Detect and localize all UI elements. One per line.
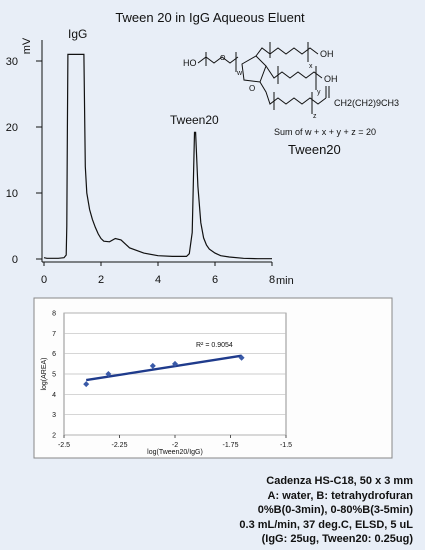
calibration-x-tick-label: -2.5 — [58, 442, 70, 449]
chromatogram-trace — [43, 53, 272, 260]
condition-sample: (IgG: 25ug, Tween20: 0.25ug) — [261, 533, 413, 545]
calibration-y-tick-label: 3 — [52, 412, 56, 419]
structure-sum-label: Sum of w + x + y + z = 20 — [274, 127, 376, 137]
method-conditions: Cadenza HS-C18, 50 x 3 mm A: water, B: t… — [239, 474, 413, 547]
tween20-structure: HO O w O x OH y OH z — [183, 42, 399, 157]
calibration-x-tick-label: -2 — [172, 442, 178, 449]
structure-ring-o: O — [249, 84, 255, 93]
calibration-point — [105, 371, 112, 377]
calibration-trendline — [86, 354, 242, 382]
calibration-x-tick-label: -1.75 — [223, 442, 239, 449]
calibration-point — [149, 362, 156, 369]
structure-name-label: Tween20 — [288, 142, 341, 157]
condition-column: Cadenza HS-C18, 50 x 3 mm — [266, 475, 413, 487]
calibration-x-tick-label: -2.25 — [112, 442, 128, 449]
peak-label-igg: IgG — [68, 27, 87, 41]
chromatogram-chart: mV min 0 2 4 6 8 0 10 20 30 IgG Tween20 — [6, 27, 294, 287]
chrom-y-unit: mV — [21, 37, 33, 54]
calibration-y-tick-label: 6 — [52, 351, 56, 358]
structure-z-label: z — [313, 113, 317, 120]
chrom-x-tick-label: 8 — [269, 274, 275, 286]
structure-ho-label: HO — [183, 58, 197, 68]
calibration-y-tick-label: 7 — [52, 331, 56, 338]
structure-lower-chain — [259, 81, 327, 105]
peak-label-tween20: Tween20 — [170, 113, 219, 127]
chrom-y-tick-label: 20 — [6, 122, 18, 134]
chrom-x-unit: min — [276, 275, 294, 287]
chrom-x-tick-label: 0 — [41, 274, 47, 286]
structure-x-label: x — [309, 63, 313, 70]
structure-oh-label-1: OH — [320, 49, 334, 59]
calibration-y-tick-label: 8 — [52, 311, 56, 318]
chrom-x-tick-label: 4 — [155, 274, 161, 286]
structure-middle-chain — [265, 65, 323, 79]
calibration-r2-label: R² = 0.9054 — [196, 342, 233, 349]
calibration-x-tick-label: -1.5 — [280, 442, 292, 449]
condition-gradient: 0%B(0-3min), 0-80%B(3-5min) — [257, 504, 413, 516]
chrom-y-tick-label: 0 — [12, 254, 18, 266]
structure-oh-label-2: OH — [324, 74, 338, 84]
calibration-y-tick-label: 4 — [52, 392, 56, 399]
calibration-y-tick-label: 2 — [52, 433, 56, 440]
chrom-x-tick-label: 2 — [98, 274, 104, 286]
calibration-point — [83, 381, 90, 388]
condition-flow: 0.3 mL/min, 37 deg.C, ELSD, 5 uL — [239, 518, 413, 531]
calibration-point — [172, 360, 178, 367]
structure-w-label: w — [236, 70, 243, 77]
structure-o-atom: O — [220, 55, 226, 62]
calibration-x-label: log(Tween20/IgG) — [147, 449, 203, 456]
structure-chain-label: CH2(CH2)9CH3 — [334, 98, 399, 108]
structure-upper-chain — [255, 47, 319, 57]
chrom-y-tick-label: 30 — [6, 56, 18, 68]
chromatogram-title: Tween 20 in IgG Aqueous Eluent — [115, 10, 305, 25]
structure-y-label: y — [317, 89, 321, 96]
chrom-y-tick-label: 10 — [6, 188, 18, 200]
chrom-x-tick-label: 6 — [212, 274, 218, 286]
condition-mobile-phase: A: water, B: tetrahydrofuran — [267, 489, 413, 502]
calibration-point — [238, 354, 245, 361]
structure-left-chain — [197, 56, 239, 64]
structure-ring — [241, 55, 267, 83]
calibration-y-label: log(AREA) — [41, 357, 48, 390]
calibration-y-tick-label: 5 — [52, 372, 56, 379]
